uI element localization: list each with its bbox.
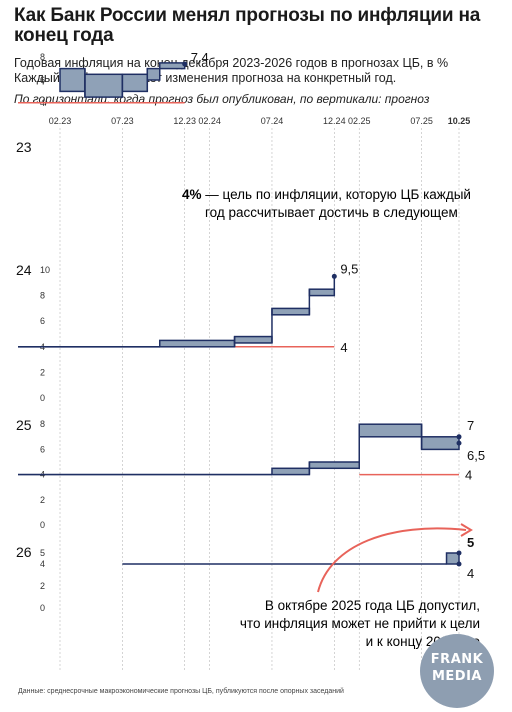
revision-arrow bbox=[317, 527, 467, 593]
forecast-band bbox=[308, 288, 336, 297]
final-value-label: 7,4 bbox=[191, 50, 209, 65]
forecast-band bbox=[159, 339, 236, 348]
x-tick-label: 07.24 bbox=[261, 116, 284, 126]
panel-year-label: 26 bbox=[16, 544, 32, 560]
forecast-band bbox=[271, 467, 311, 476]
forecast-band bbox=[445, 552, 460, 565]
y-tick-label: 0 bbox=[40, 520, 45, 530]
y-tick-label: 8 bbox=[40, 52, 45, 62]
forecast-band bbox=[271, 307, 311, 316]
y-tick-label: 2 bbox=[40, 367, 45, 377]
panel-year-label: 23 bbox=[16, 139, 32, 155]
x-tick-label: 10.25 bbox=[448, 116, 471, 126]
y-tick-label: 4 bbox=[40, 559, 45, 569]
y-tick-label: 6 bbox=[40, 444, 45, 454]
final-value-label: 4 bbox=[467, 566, 474, 581]
target-value-label: 4 bbox=[340, 340, 347, 355]
forecast-band bbox=[159, 62, 186, 70]
final-value-label: 7 bbox=[467, 418, 474, 433]
final-point bbox=[456, 561, 462, 567]
final-value-label: 6,5 bbox=[467, 448, 485, 463]
logo-line-2: MEDIA bbox=[431, 669, 482, 684]
x-tick-label: 07.23 bbox=[111, 116, 134, 126]
y-tick-label: 2 bbox=[40, 581, 45, 591]
target-note-rest: — цель по инфляции, которую ЦБ каждый bbox=[202, 187, 471, 202]
forecast-band bbox=[146, 67, 161, 81]
y-tick-label: 8 bbox=[40, 419, 45, 429]
forecast-band bbox=[420, 436, 460, 451]
panel-23: 238647,4 bbox=[16, 50, 209, 155]
final-point bbox=[182, 61, 188, 67]
target-note-bold: 4% bbox=[182, 187, 202, 202]
y-tick-label: 0 bbox=[40, 603, 45, 613]
subtitle-line-1: Годовая инфляция на конец декабря 2023-2… bbox=[14, 56, 449, 70]
panel-year-label: 24 bbox=[16, 262, 32, 278]
y-tick-label: 2 bbox=[40, 495, 45, 505]
final-value-label: 5 bbox=[467, 535, 474, 550]
y-tick-label: 6 bbox=[40, 75, 45, 85]
forecast-band bbox=[121, 73, 149, 93]
x-tick-label: 07.25 bbox=[410, 116, 433, 126]
x-tick-label: 12.24 bbox=[323, 116, 346, 126]
x-tick-label: 02.25 bbox=[348, 116, 371, 126]
final-point bbox=[331, 273, 337, 279]
target-note-line-2: год рассчитывает достичь в следующем bbox=[205, 205, 458, 220]
forecast-band bbox=[59, 67, 86, 93]
final-point bbox=[456, 550, 462, 556]
y-tick-label: 6 bbox=[40, 316, 45, 326]
y-tick-label: 10 bbox=[40, 265, 50, 275]
annotation-line-1: В октябре 2025 года ЦБ допустил, bbox=[265, 598, 480, 613]
panel-24: 2410864209,54 bbox=[16, 261, 358, 403]
target-value-label: 4 bbox=[465, 468, 472, 483]
forecast-band bbox=[358, 423, 423, 438]
x-tick-label: 12.23 bbox=[173, 116, 196, 126]
x-tick-label: 02.24 bbox=[198, 116, 221, 126]
target-note-line-1: 4% — цель по инфляции, которую ЦБ каждый bbox=[182, 187, 471, 202]
final-value-label: 9,5 bbox=[340, 261, 358, 276]
x-tick-label: 02.23 bbox=[49, 116, 72, 126]
revision-arrow-head bbox=[460, 523, 473, 537]
final-point bbox=[456, 440, 462, 446]
panel-year-label: 25 bbox=[16, 417, 32, 433]
source-note: Данные: среднесрочные макроэкономические… bbox=[18, 688, 344, 695]
annotation-line-2: что инфляция может не прийти к цели bbox=[240, 616, 480, 631]
final-point bbox=[456, 434, 462, 440]
forecast-band bbox=[84, 73, 124, 98]
frank-media-logo: FRANK MEDIA bbox=[420, 634, 494, 708]
y-tick-label: 8 bbox=[40, 291, 45, 301]
panel-25: 258642076,54 bbox=[16, 417, 485, 530]
page-title: Как Банк России менял прогнозы по инфляц… bbox=[14, 5, 481, 46]
logo-line-1: FRANK bbox=[430, 652, 484, 667]
forecast-band bbox=[233, 335, 273, 344]
forecast-band bbox=[308, 461, 360, 470]
y-tick-label: 0 bbox=[40, 393, 45, 403]
y-tick-label: 5 bbox=[40, 548, 45, 558]
